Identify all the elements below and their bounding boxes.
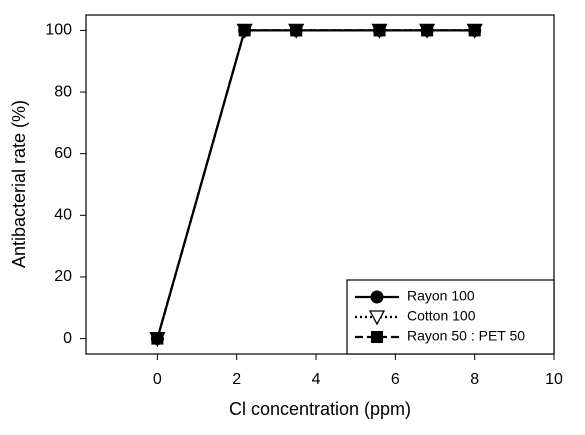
y-tick-label: 40	[54, 207, 72, 224]
y-tick-label: 60	[54, 145, 72, 162]
legend-label: Cotton 100	[407, 308, 476, 324]
y-tick-label: 100	[45, 22, 72, 39]
y-tick-label: 0	[63, 330, 72, 347]
x-tick-label: 2	[232, 371, 241, 388]
x-tick-label: 6	[391, 371, 400, 388]
y-axis-label: Antibacterial rate (%)	[9, 100, 29, 268]
data-point	[151, 332, 164, 345]
legend-marker	[370, 290, 384, 304]
plot-frame	[85, 14, 555, 355]
data-point	[421, 24, 434, 37]
series-line	[156, 29, 475, 339]
legend-label: Rayon 100	[407, 288, 475, 304]
x-tick-label: 10	[545, 371, 563, 388]
legend-label: Rayon 50 : PET 50	[407, 328, 525, 344]
legend-marker	[371, 331, 383, 343]
x-tick-label: 0	[153, 371, 162, 388]
y-tick-label: 20	[54, 268, 72, 285]
data-point	[290, 24, 303, 37]
data-point	[238, 24, 251, 37]
x-axis-label: Cl concentration (ppm)	[229, 399, 411, 419]
y-tick-label: 80	[54, 83, 72, 100]
data-point	[468, 24, 481, 37]
x-tick-label: 8	[470, 371, 479, 388]
x-tick-label: 4	[312, 371, 321, 388]
legend-marker	[368, 310, 386, 326]
data-point	[373, 24, 386, 37]
